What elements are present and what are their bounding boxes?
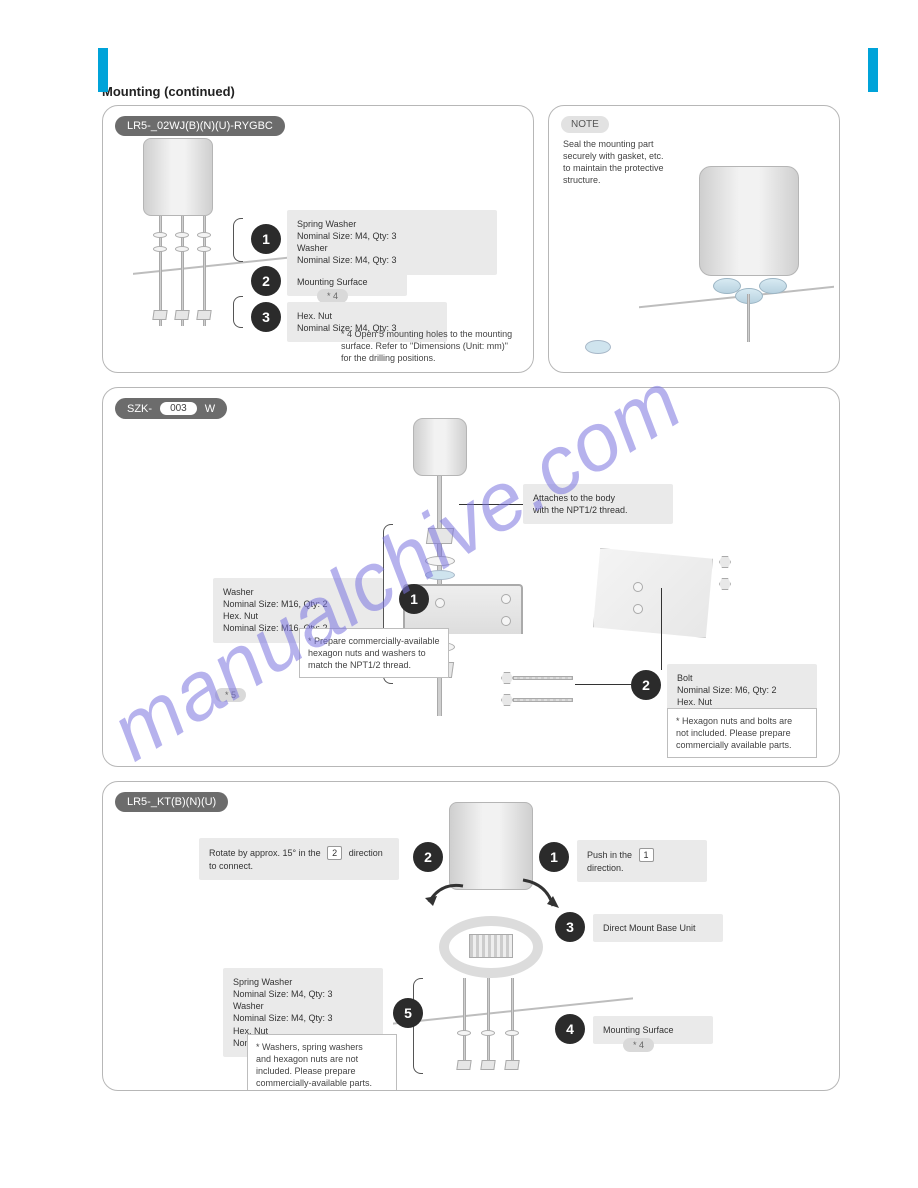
wire-icon bbox=[747, 294, 750, 342]
model-middle: 003 bbox=[160, 402, 197, 415]
bracket-hole bbox=[435, 598, 445, 608]
bolt-shaft-icon bbox=[513, 676, 573, 680]
hexnut-wall-icon bbox=[719, 578, 731, 590]
callout-number: 5 bbox=[393, 998, 423, 1028]
push-post: direction. bbox=[587, 863, 624, 873]
blue-washer-icon bbox=[425, 570, 455, 580]
callout-number: 1 bbox=[539, 842, 569, 872]
header-marks bbox=[40, 48, 878, 76]
washer-icon bbox=[197, 232, 211, 238]
accent-mark-left bbox=[98, 48, 108, 92]
brace-icon bbox=[233, 218, 243, 262]
screw-rod bbox=[463, 978, 466, 1068]
callout-number: 1 bbox=[251, 224, 281, 254]
callout-washers: Spring Washer Nominal Size: M4, Qty: 3 W… bbox=[287, 210, 497, 275]
device-body-icon bbox=[143, 138, 213, 216]
nut-icon bbox=[480, 1060, 495, 1070]
step-tag: 2 bbox=[327, 846, 342, 860]
note-text: Seal the mounting part securely with gas… bbox=[563, 138, 693, 187]
footnote-ref: * 5 bbox=[215, 688, 246, 702]
nut-icon bbox=[152, 310, 167, 320]
model-pill: LR5-_02WJ(B)(N)(U)-RYGBC bbox=[115, 116, 285, 136]
caption-m16: * Prepare commercially-available hexagon… bbox=[299, 628, 449, 678]
nut-icon bbox=[456, 1060, 471, 1070]
model-suffix: W bbox=[205, 403, 215, 415]
washer-icon bbox=[457, 1030, 471, 1036]
washer-icon bbox=[505, 1030, 519, 1036]
model-pill: LR5-_KT(B)(N)(U) bbox=[115, 792, 228, 812]
washer-large-icon bbox=[425, 556, 455, 566]
callout-number: 2 bbox=[413, 842, 443, 872]
callout-npt: Attaches to the body with the NPT1/2 thr… bbox=[523, 484, 673, 524]
step-tag: 1 bbox=[639, 848, 654, 862]
row-1: LR5-_02WJ(B)(N)(U)-RYGBC 1 Spring Washer… bbox=[102, 105, 878, 373]
nut-icon bbox=[504, 1060, 519, 1070]
callout-number: 1 bbox=[399, 584, 429, 614]
push-pre: Push in the bbox=[587, 850, 635, 860]
model-prefix: SZK- bbox=[127, 403, 152, 415]
page-title: Mounting (continued) bbox=[102, 84, 878, 99]
hexnut-large-icon bbox=[426, 528, 454, 544]
model-pill-label: LR5-_02WJ(B)(N)(U)-RYGBC bbox=[127, 120, 273, 132]
panel-bracket-mount: SZK- 003 W Attaches to the body with the… bbox=[102, 387, 840, 767]
washer-icon bbox=[481, 1030, 495, 1036]
washer-icon bbox=[153, 246, 167, 252]
footnote-ref: * 4 bbox=[623, 1038, 654, 1052]
model-pill-label: LR5-_KT(B)(N)(U) bbox=[127, 796, 216, 808]
panel-direct-mount: LR5-_02WJ(B)(N)(U)-RYGBC 1 Spring Washer… bbox=[102, 105, 534, 373]
npt-stem-icon bbox=[437, 476, 442, 516]
panel-kt-mount: LR5-_KT(B)(N)(U) 2 Rotate by approx. 15°… bbox=[102, 781, 840, 1091]
leader-line bbox=[459, 504, 523, 505]
note-pill: NOTE bbox=[561, 116, 609, 133]
bracket-hole bbox=[501, 616, 511, 626]
brace-icon bbox=[233, 296, 243, 328]
push-arrow-icon bbox=[517, 874, 565, 914]
nut-icon bbox=[174, 310, 189, 320]
nut-icon bbox=[196, 310, 211, 320]
model-pill: SZK- 003 W bbox=[115, 398, 227, 419]
wall-hole bbox=[633, 582, 643, 592]
callout-number: 2 bbox=[251, 266, 281, 296]
bolt-shaft-icon bbox=[513, 698, 573, 702]
wall-hole bbox=[633, 604, 643, 614]
leader-line bbox=[661, 588, 662, 670]
washer-icon bbox=[153, 232, 167, 238]
caption-m6: * Hexagon nuts and bolts are not include… bbox=[667, 708, 817, 758]
washer-icon bbox=[175, 246, 189, 252]
callout-number: 4 bbox=[555, 1014, 585, 1044]
screw-rod bbox=[511, 978, 514, 1068]
rotate-pre: Rotate by approx. 15° in the bbox=[209, 848, 323, 858]
callout-number: 2 bbox=[631, 670, 661, 700]
callout-rotate: Rotate by approx. 15° in the 2 direction… bbox=[199, 838, 399, 880]
callout-push: Push in the 1 direction. bbox=[577, 840, 707, 882]
accent-mark-right bbox=[868, 48, 878, 92]
device-head-icon bbox=[413, 418, 467, 476]
wall-sheet-icon bbox=[593, 548, 713, 638]
panel-note-seal: NOTE Seal the mounting part securely wit… bbox=[548, 105, 840, 373]
callout-number: 3 bbox=[251, 302, 281, 332]
hexbolt-head-icon bbox=[501, 672, 513, 684]
footnote-text: * 4 Open 5 mounting holes to the mountin… bbox=[341, 328, 521, 364]
screw-rod bbox=[487, 978, 490, 1068]
callout-surface: Mounting Surface bbox=[593, 1016, 713, 1044]
washer-icon bbox=[197, 246, 211, 252]
device-body-icon bbox=[699, 166, 799, 276]
bracket-hole bbox=[501, 594, 511, 604]
leader-line bbox=[575, 684, 631, 685]
hexnut-wall-icon bbox=[719, 556, 731, 568]
washer-icon bbox=[175, 232, 189, 238]
rotate-arrow-icon bbox=[423, 878, 471, 914]
caption-hardware: * Washers, spring washers and hexagon nu… bbox=[247, 1034, 397, 1091]
callout-number: 3 bbox=[555, 912, 585, 942]
gasket-icon bbox=[759, 278, 787, 294]
connector-pins-icon bbox=[469, 934, 513, 958]
callout-base: Direct Mount Base Unit bbox=[593, 914, 723, 942]
gasket-small-icon bbox=[585, 340, 611, 354]
footnote-ref: * 4 bbox=[317, 289, 348, 303]
hexbolt-head-icon bbox=[501, 694, 513, 706]
